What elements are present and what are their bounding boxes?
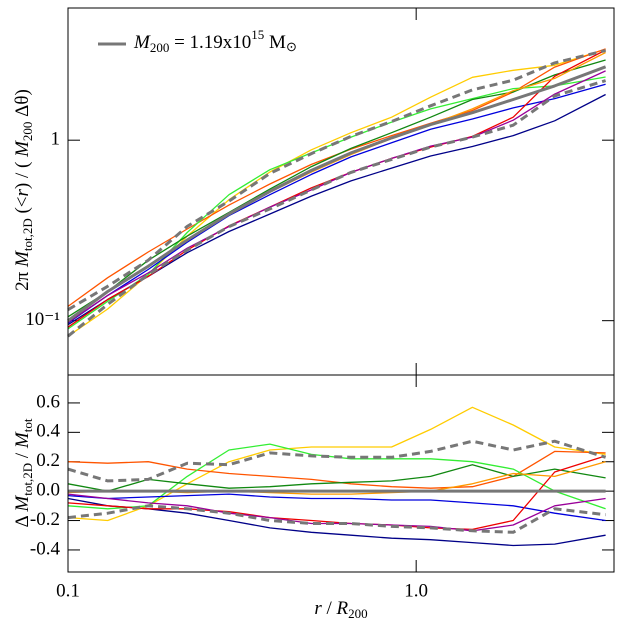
label-part: tot	[20, 418, 35, 432]
y-tick-label: -0.4	[30, 538, 61, 559]
legend-part: 15	[251, 27, 264, 42]
bottom-y-label: Δ Mtot,2D / Mtot	[12, 418, 35, 527]
series-line	[67, 406, 606, 522]
series-line	[67, 83, 606, 324]
y-tick-label: 0.0	[36, 480, 60, 501]
series-line	[67, 504, 606, 534]
legend-part: M	[264, 32, 286, 53]
series-line	[67, 65, 607, 322]
series-line	[67, 76, 606, 330]
x-tick-label: 0.1	[56, 580, 80, 601]
label-part: M	[12, 495, 33, 513]
y-tick-label: -0.2	[30, 509, 60, 530]
legend-part: M	[133, 32, 151, 53]
label-part: 200	[348, 606, 368, 621]
label-part: 200	[20, 122, 35, 142]
top-y-label: 2π Mtot,2D (<r) / ( M200 Δθ)	[12, 89, 35, 291]
y-tick-label: 0.2	[36, 450, 60, 471]
y-tick-label: 10⁻¹	[25, 309, 60, 330]
series-line	[67, 93, 606, 326]
legend-part: = 1.19x10	[169, 32, 251, 53]
label-part: tot,2D	[20, 218, 35, 251]
series-line	[67, 49, 606, 311]
top-frame	[67, 7, 615, 376]
y-tick-label: 0.4	[36, 421, 60, 442]
label-part: M	[12, 250, 33, 268]
label-part: Δθ)	[12, 89, 33, 121]
y-tick-label: 0.6	[36, 391, 60, 412]
label-part: r	[314, 598, 322, 619]
series-line	[67, 48, 606, 337]
legend-part: 200	[150, 40, 170, 55]
bottom-frame	[67, 374, 615, 573]
series-line	[67, 497, 606, 547]
label-part: 2π	[12, 267, 33, 291]
label-part: tot,2D	[20, 463, 35, 496]
label-part: R	[336, 598, 349, 619]
label-part: M	[12, 431, 33, 449]
series-line	[67, 493, 606, 522]
frames	[67, 7, 615, 573]
legend-label: M200 = 1.19x1015 M⊙	[133, 27, 297, 55]
series-line	[67, 79, 607, 338]
label-part: Δ	[12, 512, 33, 528]
label-part: /	[322, 598, 337, 619]
series-line	[67, 70, 606, 323]
legend-part: ⊙	[286, 39, 297, 54]
series-line	[67, 59, 606, 318]
series-line	[67, 439, 607, 483]
series-line	[67, 48, 606, 307]
x-tick-label: 1.0	[404, 580, 428, 601]
label-part: M	[12, 140, 33, 158]
label-part: ) / (	[12, 157, 33, 189]
series-line	[67, 464, 606, 492]
series-line	[67, 443, 606, 510]
label-part: r	[12, 188, 33, 196]
y-tick-label: 1	[51, 129, 61, 150]
series-line	[67, 455, 606, 531]
series-line	[67, 450, 606, 489]
x-label: r / R200	[314, 598, 367, 621]
series-line	[67, 49, 606, 328]
label-part: (<	[12, 196, 33, 218]
label-part: /	[12, 448, 33, 463]
